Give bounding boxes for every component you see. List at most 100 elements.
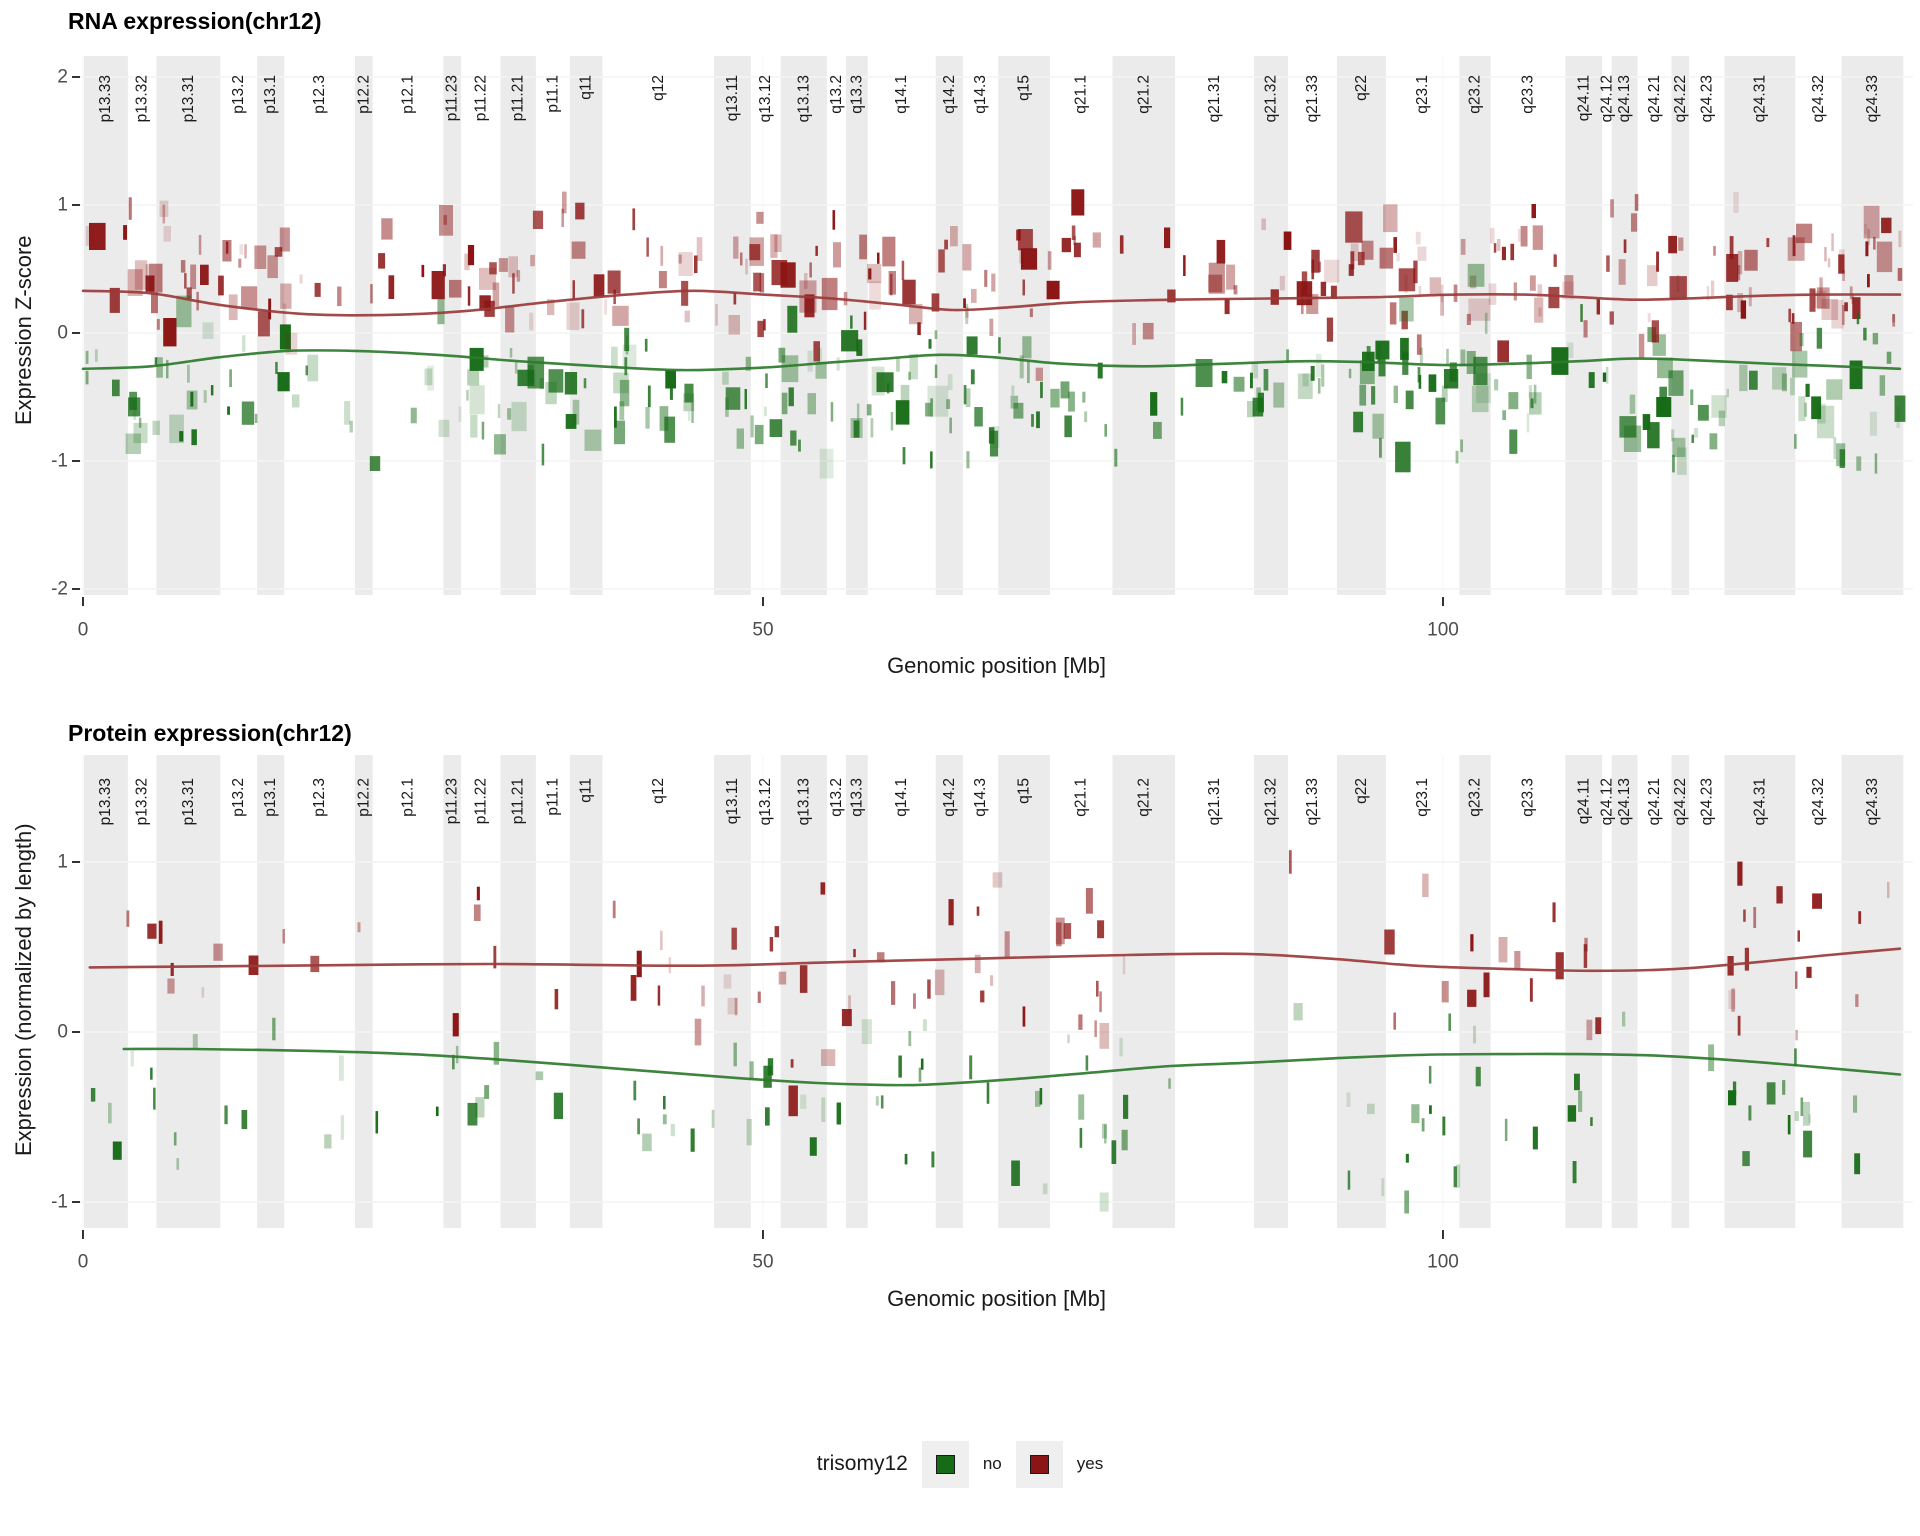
data-point [853, 420, 860, 438]
data-point [1035, 367, 1043, 381]
data-point [566, 302, 580, 330]
data-point [1393, 237, 1397, 253]
data-point [1622, 1011, 1626, 1027]
data-point [1742, 1151, 1750, 1167]
cytoband-label: q13.3 [848, 75, 865, 114]
data-point [1672, 454, 1675, 473]
data-point [778, 347, 786, 363]
data-point [971, 288, 977, 303]
data-point [1036, 411, 1040, 429]
data-point [1317, 378, 1321, 394]
data-point [1016, 229, 1021, 241]
data-point [1429, 1105, 1432, 1114]
data-point [934, 330, 938, 340]
data-point [90, 1088, 96, 1102]
data-point [1493, 243, 1497, 253]
data-point [85, 226, 93, 246]
data-point [1047, 251, 1052, 270]
cytoband-label: q14.1 [893, 778, 910, 817]
data-point [880, 1095, 884, 1109]
data-point [1396, 252, 1400, 262]
data-point [733, 236, 739, 259]
data-point [190, 264, 197, 290]
data-point [1831, 233, 1834, 252]
data-point [841, 330, 859, 352]
data-point [535, 1071, 544, 1081]
data-point [1668, 235, 1677, 254]
legend: trisomy12 no yes [0, 1438, 1920, 1490]
data-point [715, 304, 718, 326]
data-point [187, 364, 190, 383]
data-point [1691, 434, 1694, 443]
cytoband-label: q13.13 [795, 778, 812, 825]
data-point [156, 357, 163, 378]
data-point [548, 369, 564, 393]
data-point [1320, 281, 1327, 296]
data-point [1892, 313, 1895, 323]
cytoband-label: p13.32 [134, 778, 151, 825]
data-point [790, 1059, 794, 1068]
data-point [424, 368, 433, 386]
data-point [1273, 382, 1285, 408]
data-point [1379, 437, 1382, 458]
data-point [1393, 385, 1398, 403]
data-point [1733, 192, 1739, 213]
data-point [498, 258, 508, 272]
data-point [850, 315, 853, 329]
data-point [1831, 299, 1844, 329]
data-point [1345, 211, 1363, 243]
data-point [1467, 989, 1477, 1007]
protein-plot-title: Protein expression(chr12) [68, 720, 352, 746]
data-point [1020, 248, 1038, 270]
data-point [1378, 359, 1386, 377]
data-point [1677, 447, 1687, 475]
data-point [305, 365, 308, 376]
y-tick-label: -1 [51, 451, 68, 472]
data-point [645, 407, 650, 429]
data-point [746, 1118, 752, 1146]
data-point [210, 385, 214, 396]
data-point [896, 356, 900, 372]
data-point [514, 362, 518, 374]
data-point [1393, 1012, 1396, 1030]
y-tick-label: 1 [57, 852, 68, 873]
data-point [1067, 1034, 1070, 1044]
data-point [94, 349, 98, 362]
data-point [1405, 1153, 1409, 1163]
cytoband-label: q24.13 [1616, 75, 1633, 122]
cytoband-rect [1611, 755, 1638, 1228]
data-point [1153, 421, 1162, 439]
cytoband-label: q24.31 [1751, 778, 1768, 825]
data-point [809, 1137, 817, 1156]
data-point [1381, 1178, 1385, 1197]
data-point [1821, 298, 1838, 320]
x-tick-label: 0 [78, 620, 89, 641]
data-point [1737, 265, 1741, 281]
data-point [1470, 934, 1474, 952]
data-point [1787, 1115, 1791, 1135]
data-point [1064, 415, 1072, 438]
data-point [222, 240, 232, 262]
cytoband-rect [569, 56, 603, 595]
rna-x-axis-title: Genomic position [Mb] [887, 653, 1106, 678]
data-point [800, 1094, 807, 1109]
data-point [1838, 254, 1845, 274]
data-point [663, 1095, 666, 1110]
data-point [1428, 1065, 1432, 1084]
data-point [1894, 395, 1906, 422]
data-point [1442, 1116, 1446, 1136]
data-point [493, 1041, 500, 1065]
data-point [431, 271, 445, 300]
data-point [1806, 966, 1812, 978]
data-point [238, 258, 242, 268]
data-point [125, 433, 141, 454]
data-point [731, 927, 737, 950]
cytoband-label: p13.33 [97, 778, 114, 825]
data-point [1421, 1118, 1425, 1132]
data-point [1873, 236, 1876, 250]
data-point [224, 1105, 228, 1125]
cytoband-rect [1671, 755, 1690, 1228]
data-point [604, 299, 607, 315]
data-point [148, 263, 163, 293]
cytoband-label: q24.13 [1616, 778, 1633, 825]
